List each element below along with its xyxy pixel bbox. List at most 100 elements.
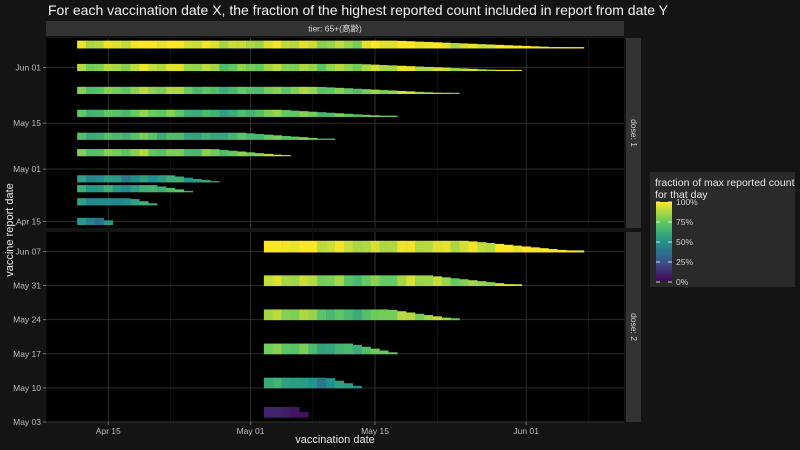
heatmap-cell [326, 138, 336, 140]
heatmap-cell [317, 377, 327, 389]
heatmap-cell [361, 275, 371, 287]
heatmap-cell [299, 309, 309, 321]
y-tick-label: Apr 15 [16, 216, 41, 226]
legend-label: 0% [676, 277, 689, 287]
heatmap-cell [343, 309, 354, 321]
heatmap-cell [459, 43, 469, 49]
heatmap-cell [77, 149, 87, 157]
heatmap-cell [77, 86, 87, 95]
heatmap-cell [94, 149, 105, 157]
heatmap-cell [157, 132, 167, 140]
heatmap-cell [148, 132, 158, 140]
legend-label: 50% [676, 237, 693, 247]
heatmap-cell [183, 149, 193, 157]
legend-label: 25% [676, 257, 693, 267]
heatmap-cell [317, 86, 327, 95]
heatmap-row [77, 185, 193, 193]
heatmap-cell [183, 177, 193, 183]
heatmap-cell [495, 69, 505, 72]
heatmap-cell [166, 109, 176, 117]
heatmap-cell [201, 86, 211, 95]
heatmap-cell [423, 275, 434, 287]
heatmap-cell [468, 68, 478, 72]
heatmap-cell [272, 406, 282, 418]
heatmap-cell [174, 63, 185, 72]
heatmap-cell [183, 86, 193, 95]
heatmap-cell [450, 43, 460, 49]
heatmap-cell [219, 109, 229, 117]
heatmap-cell [103, 132, 113, 140]
heatmap-cell [228, 109, 238, 117]
heatmap-cell [263, 134, 273, 140]
legend-box [650, 172, 795, 287]
heatmap-cell [281, 110, 291, 117]
heatmap-row [77, 149, 291, 157]
heatmap-cell [272, 154, 282, 157]
heatmap-cell [77, 40, 87, 49]
heatmap-cell [157, 149, 167, 157]
heatmap-cell [157, 86, 167, 95]
heatmap-cell [450, 240, 460, 253]
heatmap-cell [317, 40, 327, 49]
heatmap-cell [388, 90, 398, 95]
heatmap-cell [388, 275, 398, 287]
facet-column-label: tier: 65+(高齢) [308, 24, 362, 34]
heatmap-cell [423, 315, 434, 321]
heatmap-cell [281, 63, 291, 72]
heatmap-cell [272, 240, 282, 253]
heatmap-cell [450, 278, 460, 287]
heatmap-cell [388, 65, 398, 72]
heatmap-cell [201, 40, 211, 49]
heatmap-cell [477, 281, 487, 287]
heatmap-cell [103, 198, 113, 206]
heatmap-row [77, 175, 220, 183]
heatmap-cell [237, 151, 247, 157]
heatmap-cell [201, 63, 211, 72]
heatmap-cell [352, 275, 362, 287]
heatmap-cell [112, 86, 122, 95]
heatmap-cell [272, 40, 282, 49]
heatmap-cell [486, 282, 496, 287]
heatmap-cell [432, 92, 442, 95]
heatmap-cell [246, 40, 256, 49]
heatmap-cell [468, 43, 478, 49]
heatmap-cell [512, 69, 522, 72]
heatmap-cell [228, 40, 238, 49]
heatmap-cell [406, 91, 416, 95]
heatmap-cell [290, 63, 300, 72]
heatmap-cell [272, 86, 282, 95]
heatmap-cell [352, 40, 362, 49]
heatmap-cell [130, 40, 140, 49]
heatmap-cell [575, 250, 585, 253]
heatmap-cell [335, 63, 345, 72]
heatmap-cell [495, 283, 505, 287]
heatmap-cell [468, 241, 478, 253]
heatmap-cell [317, 309, 327, 321]
heatmap-cell [308, 137, 318, 140]
heatmap-cell [210, 63, 220, 72]
x-axis-title: vaccination date [295, 434, 375, 446]
legend-label: 75% [676, 217, 693, 227]
heatmap-cell [121, 175, 131, 183]
heatmap-cell [335, 380, 345, 389]
heatmap-cell [335, 113, 345, 117]
heatmap-cell [299, 86, 309, 95]
heatmap-cell [281, 40, 291, 49]
heatmap-cell [521, 45, 531, 49]
heatmap-row [77, 63, 522, 72]
heatmap-cell [281, 406, 291, 418]
heatmap-cell [290, 40, 300, 49]
heatmap-cell [86, 109, 96, 117]
heatmap-cell [441, 42, 451, 49]
legend-labels: 100% 75% 50% 25% 0% [656, 197, 698, 287]
heatmap-cell [370, 64, 380, 72]
heatmap-cell [254, 86, 265, 95]
heatmap-cell [370, 240, 380, 253]
heatmap-cell [299, 377, 309, 389]
heatmap-cell [432, 276, 442, 287]
heatmap-cell [157, 63, 167, 72]
heatmap-cell [290, 377, 300, 389]
heatmap-cell [166, 175, 176, 183]
heatmap-cell [263, 275, 273, 287]
